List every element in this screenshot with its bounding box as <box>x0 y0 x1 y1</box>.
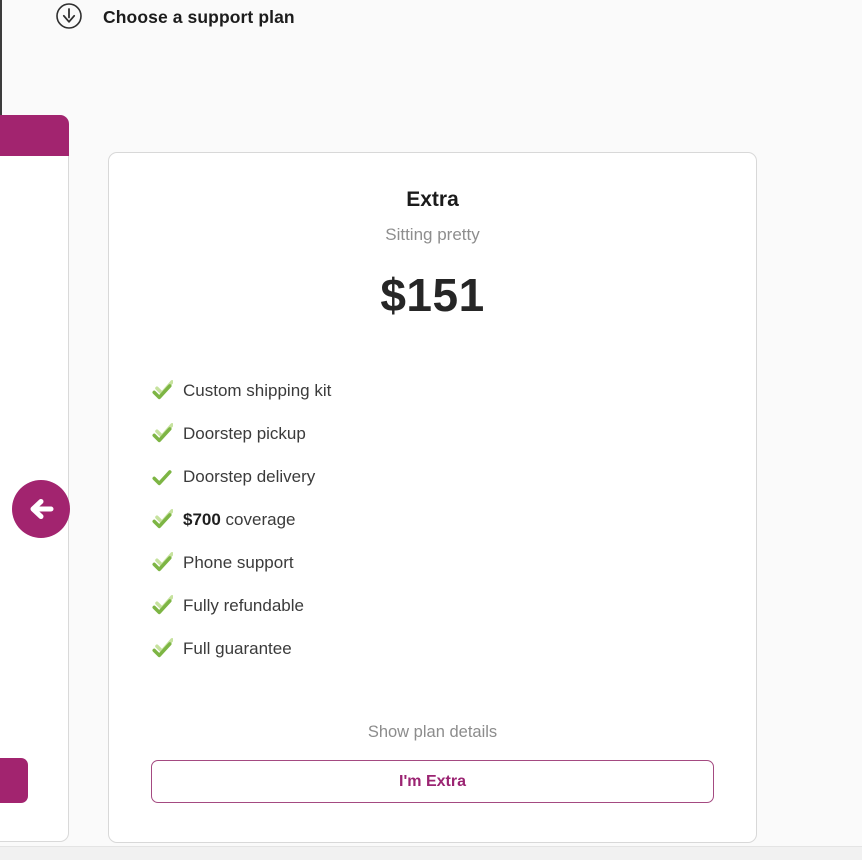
feature-row: Doorstep delivery <box>151 455 331 498</box>
footer-strip <box>0 846 862 860</box>
check-icon <box>151 466 173 488</box>
page-title: Choose a support plan <box>103 7 295 27</box>
plan-price: $151 <box>380 269 485 321</box>
arrow-left-icon <box>24 492 58 526</box>
feature-label: Custom shipping kit <box>183 380 332 400</box>
feature-row: Doorstep pickup <box>151 412 331 455</box>
download-arrow-circle-icon <box>55 2 83 30</box>
check-icon <box>151 594 174 617</box>
check-icon <box>151 551 174 574</box>
previous-plan-header-band <box>0 115 69 156</box>
check-icon <box>151 637 174 660</box>
previous-plan-card-partial <box>0 115 69 842</box>
check-icon <box>151 379 174 402</box>
feature-label: Phone support <box>183 552 294 572</box>
feature-label: Doorstep pickup <box>183 423 306 443</box>
feature-row: Custom shipping kit <box>151 369 331 412</box>
show-plan-details-link[interactable]: Show plan details <box>109 723 756 742</box>
feature-row: Full guarantee <box>151 627 331 670</box>
feature-row: $700 coverage <box>151 498 331 541</box>
feature-label: $700 coverage <box>183 509 296 529</box>
feature-row: Phone support <box>151 541 331 584</box>
feature-label: Doorstep delivery <box>183 466 316 486</box>
check-icon <box>151 422 174 445</box>
previous-plan-button[interactable] <box>12 480 70 538</box>
check-icon <box>151 508 174 531</box>
feature-label: Full guarantee <box>183 638 292 658</box>
feature-label: Fully refundable <box>183 595 304 615</box>
feature-row: Fully refundable <box>151 584 331 627</box>
plan-card-extra: Extra Sitting pretty $151 Custom shippin… <box>108 152 757 843</box>
page-header: Choose a support plan <box>0 0 862 40</box>
feature-list: Custom shipping kit Doorstep pickup Door… <box>151 369 331 670</box>
plan-subtitle: Sitting pretty <box>385 225 480 244</box>
plan-name: Extra <box>406 188 459 211</box>
previous-plan-button-partial <box>0 758 28 803</box>
select-plan-button[interactable]: I'm Extra <box>151 760 714 803</box>
